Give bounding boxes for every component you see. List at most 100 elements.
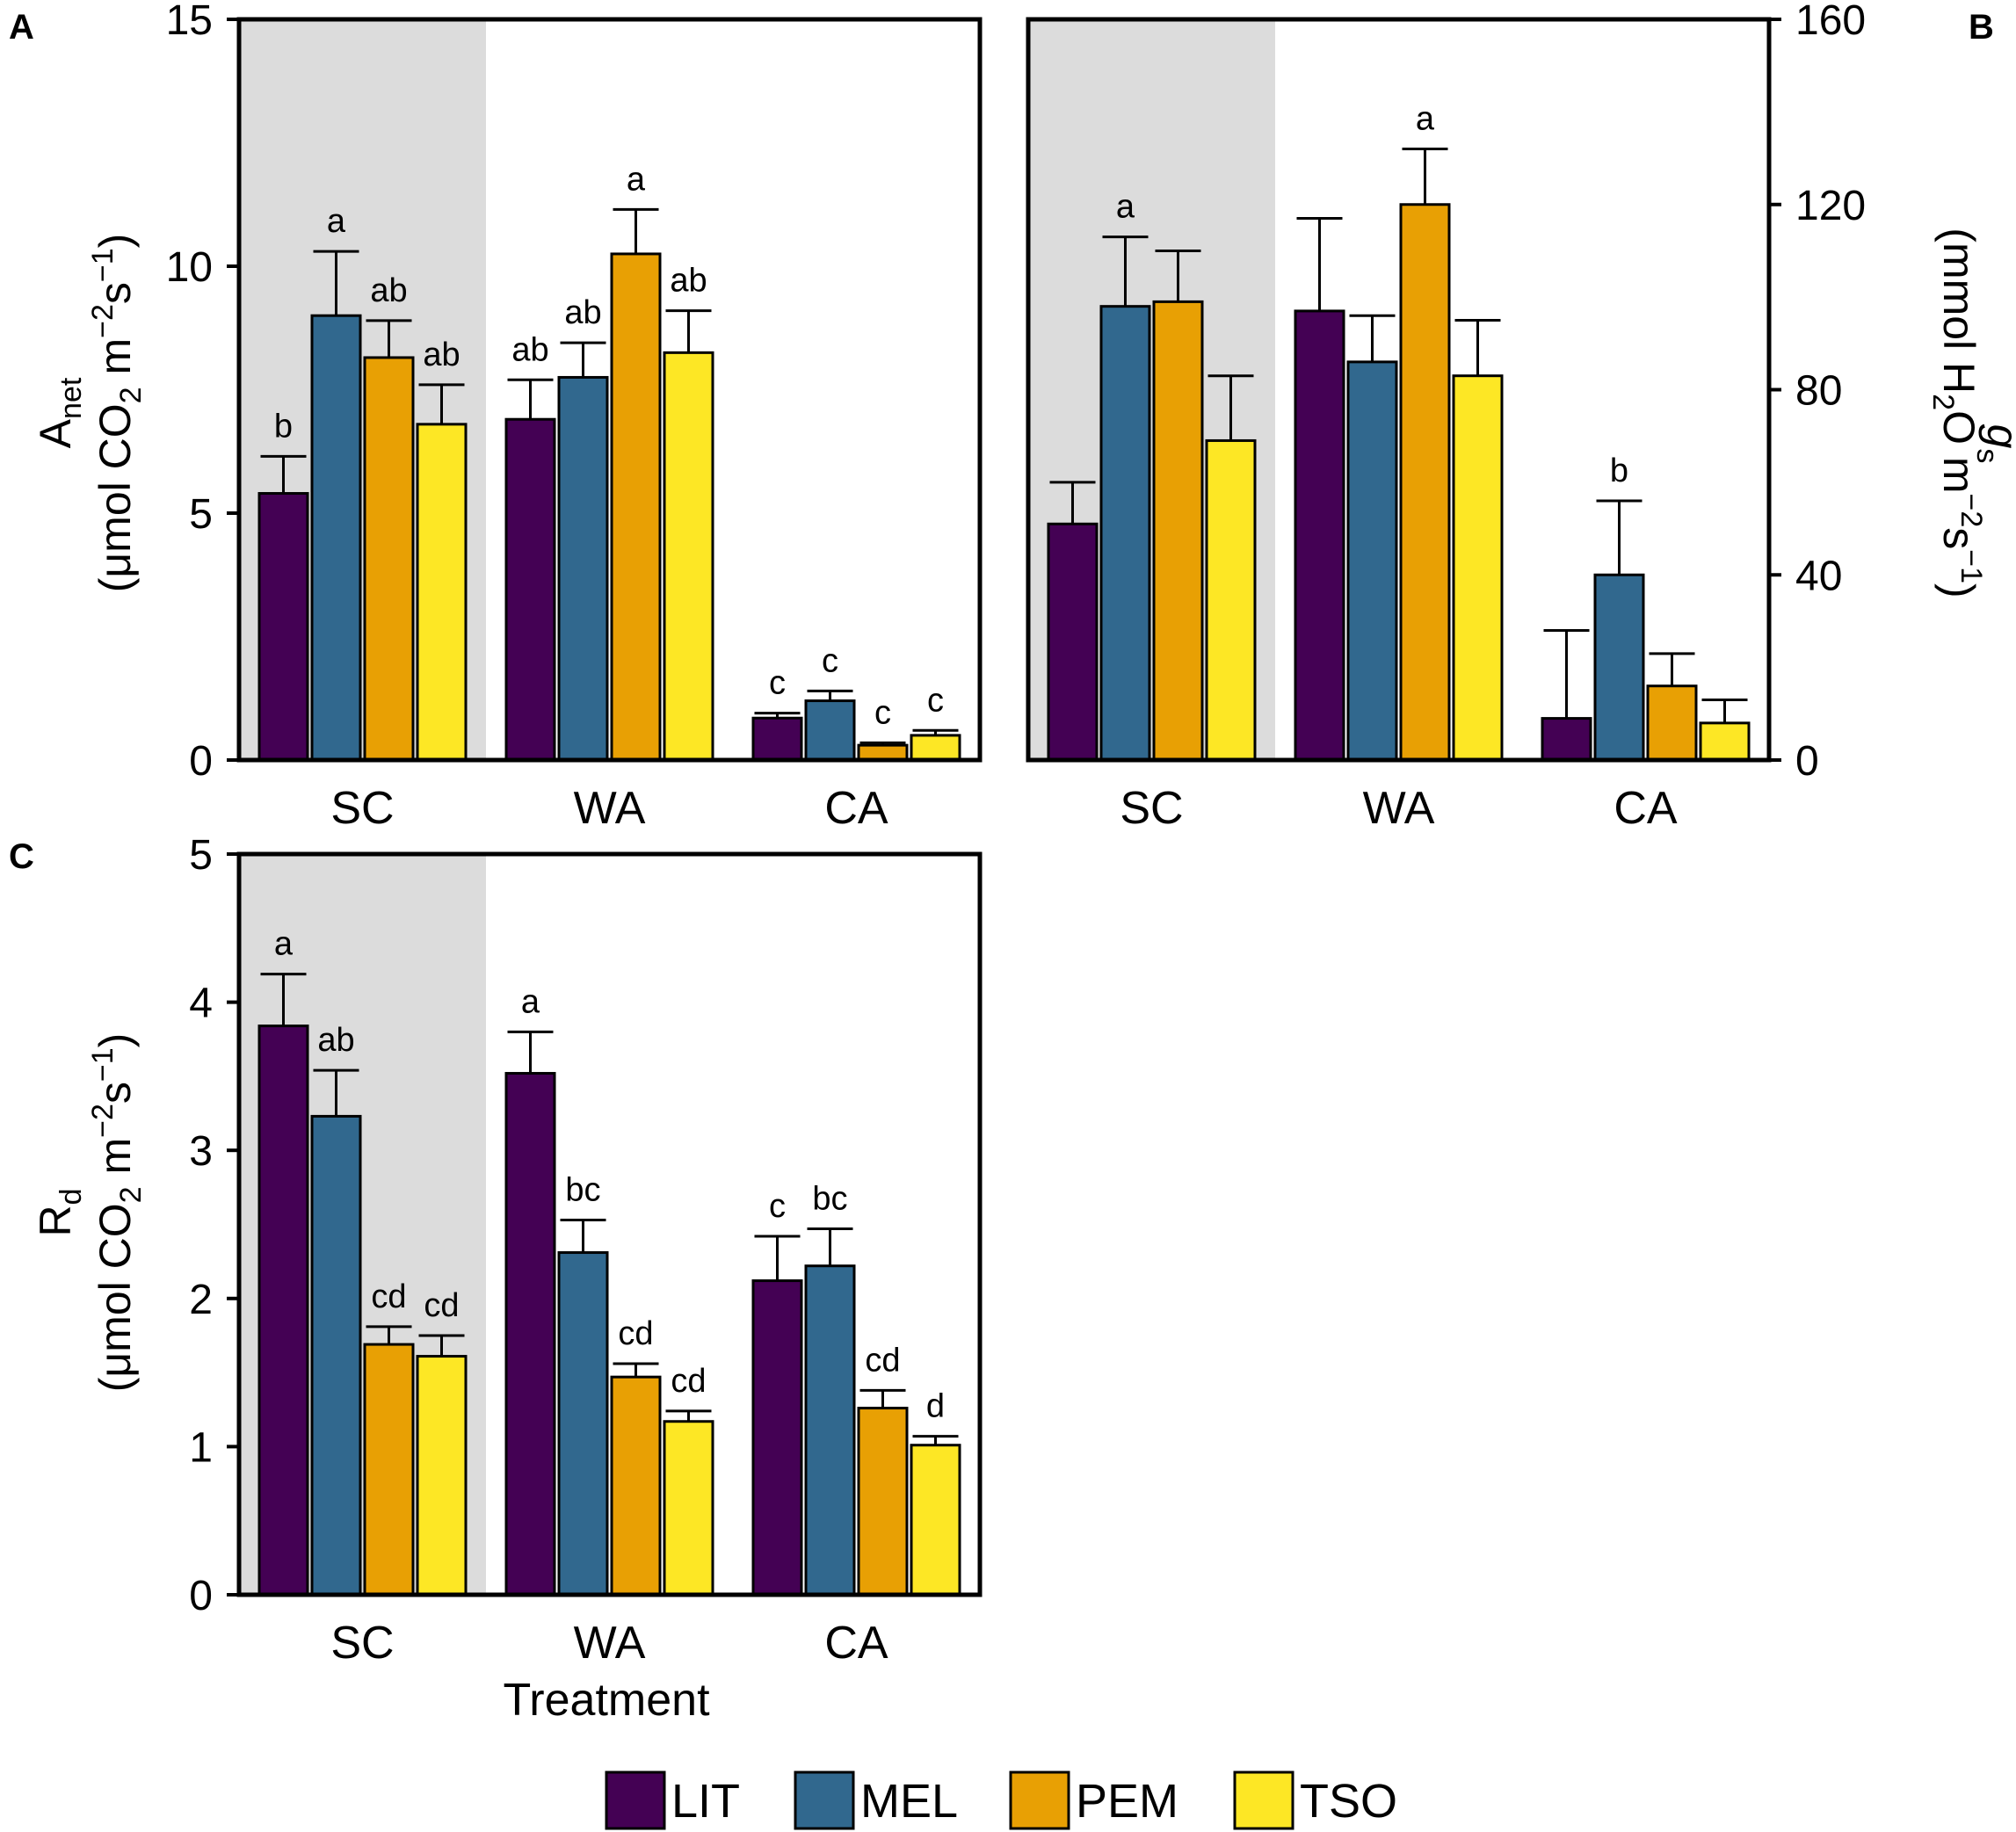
panel-a-sig-letter-sc-tso: ab — [423, 337, 460, 373]
panel-b-sig-letter-sc-mel: a — [1116, 189, 1135, 226]
panel-c-x-tick-sc: SC — [330, 1618, 394, 1669]
panel-b-bar-sc-mel — [1099, 305, 1151, 762]
panel-a-y-units: (μmol CO2 m−2s−1) — [86, 234, 148, 593]
panel-a-bar-wa-mel — [557, 375, 609, 762]
panel-b-y-tick-label: 40 — [1795, 553, 1842, 599]
panel-c-bar-wa-mel — [557, 1251, 609, 1597]
panel-b-sig-letter-ca-mel: b — [1610, 453, 1628, 489]
panel-a-sig-letter-sc-lit: b — [274, 408, 293, 445]
panel-a-errorbar-ca-mel — [807, 689, 853, 701]
panel-c-sig-letter-ca-lit: c — [769, 1188, 786, 1225]
panel-a-bar-ca-mel — [804, 699, 856, 762]
legend-swatch-tso — [1233, 1770, 1294, 1830]
panel-b-x-tick-sc: SC — [1120, 783, 1183, 834]
panel-b-y-tick-label: 80 — [1795, 368, 1842, 415]
panel-c-errorbar-wa-pem — [613, 1362, 659, 1378]
panel-c-errorbar-ca-mel — [807, 1227, 853, 1266]
panel-c-errorbar-wa-mel — [560, 1218, 606, 1253]
panel-c-sig-letter-sc-pem: cd — [371, 1278, 406, 1315]
panel-c-frame — [236, 851, 983, 1597]
panel-a-sig-letter-wa-tso: ab — [670, 263, 707, 300]
panel-c-sig-letter-sc-lit: a — [274, 926, 294, 963]
panel-b-errorbar-sc-mel — [1102, 235, 1149, 307]
panel-b-bar-wa-pem — [1399, 203, 1451, 762]
panel-c-errorbar-ca-tso — [912, 1435, 959, 1445]
panel-b-y-tick-label: 120 — [1795, 183, 1866, 229]
panel-a-sig-letter-ca-tso: c — [927, 682, 944, 719]
panel-c-bar-wa-pem — [610, 1375, 662, 1597]
panel-a-sig-letter-ca-lit: c — [769, 665, 786, 702]
panel-a-errorbar-ca-lit — [754, 712, 801, 719]
panel-c-errorbar-sc-mel — [313, 1068, 359, 1117]
panel-a-bar-ca-pem — [857, 743, 909, 762]
legend-swatch-lit — [605, 1770, 666, 1830]
panel-b-errorbar-ca-tso — [1701, 699, 1748, 723]
panel-b-bar-ca-lit — [1541, 717, 1592, 762]
panel-a-bar-ca-lit — [751, 716, 803, 762]
panel-c-y-tick-label: 3 — [189, 1128, 213, 1175]
panel-a-y-label: Anet — [31, 377, 88, 448]
panel-a-x-tick-sc: SC — [330, 783, 394, 834]
x-axis-title: Treatment — [503, 1675, 710, 1726]
panel-c-x-tick-wa: WA — [574, 1618, 646, 1669]
panel-a-bar-wa-lit — [504, 417, 556, 762]
panel-c-errorbar-sc-pem — [366, 1325, 412, 1345]
panel-c-y-tick-label: 5 — [189, 832, 213, 879]
panel-b-bar-sc-lit — [1047, 522, 1099, 762]
panel-b-bar-sc-pem — [1152, 300, 1204, 762]
panel-c-bar-sc-pem — [363, 1343, 415, 1597]
panel-b-errorbar-ca-pem — [1649, 652, 1695, 686]
panel-a-errorbar-wa-pem — [613, 207, 659, 254]
panel-a-sig-letter-sc-pem: ab — [370, 272, 407, 309]
panel-a-bar-sc-tso — [416, 423, 468, 762]
legend-swatch-pem — [1009, 1770, 1070, 1830]
panel-b-bar-wa-tso — [1452, 374, 1504, 762]
panel-c-sig-letter-ca-mel: bc — [812, 1181, 847, 1218]
panel-c-sig-letter-ca-tso: d — [926, 1388, 945, 1425]
panel-a-sig-letter-wa-lit: ab — [511, 331, 548, 368]
panel-c-errorbar-wa-tso — [665, 1409, 712, 1422]
panel-c-y-units: (μmol CO2 m−2s−1) — [86, 1033, 148, 1393]
panel-b-y-tick-label: 160 — [1795, 0, 1866, 44]
panel-b-bar-ca-pem — [1646, 684, 1698, 762]
legend-swatch-mel — [794, 1770, 855, 1830]
panel-c-x-tick-ca: CA — [824, 1618, 888, 1669]
legend-label-tso: TSO — [1300, 1775, 1397, 1828]
panel-a-errorbar-sc-tso — [418, 383, 465, 424]
panel-a-y-tick-label: 15 — [166, 0, 213, 44]
panel-c-sig-letter-wa-tso: cd — [671, 1363, 706, 1400]
panel-b-errorbar-ca-lit — [1543, 628, 1590, 719]
panel-c-bar-ca-tso — [910, 1444, 961, 1597]
panel-c-label: C — [9, 837, 34, 876]
panel-a-errorbar-wa-lit — [507, 378, 554, 420]
panel-b-errorbar-ca-mel — [1596, 499, 1643, 576]
panel-a-errorbar-sc-mel — [313, 250, 359, 316]
panel-a-bar-wa-pem — [610, 252, 662, 762]
panel-b-bar-sc-tso — [1205, 438, 1257, 762]
panel-c-bar-ca-mel — [804, 1264, 856, 1597]
panel-a-sig-letter-wa-mel: ab — [564, 294, 601, 331]
panel-a-errorbar-sc-pem — [366, 319, 412, 358]
panel-a-x-tick-ca: CA — [824, 783, 888, 834]
panel-c-y-tick-label: 2 — [189, 1277, 213, 1323]
panel-b-bar-wa-mel — [1346, 360, 1398, 762]
panel-c-errorbar-sc-tso — [418, 1334, 465, 1357]
panel-a-bar-sc-lit — [257, 492, 309, 762]
legend-label-mel: MEL — [860, 1775, 958, 1828]
panel-b-errorbar-sc-tso — [1207, 374, 1254, 441]
panel-b-bar-ca-tso — [1699, 721, 1751, 762]
panel-c-errorbar-ca-pem — [859, 1388, 906, 1408]
panel-b-x-tick-ca: CA — [1614, 783, 1678, 834]
panel-b-y-tick-label: 0 — [1795, 738, 1819, 785]
panel-c-bar-sc-lit — [257, 1025, 309, 1597]
panel-b-errorbar-wa-mel — [1349, 314, 1396, 362]
panel-b-y-label: gs — [1970, 424, 2016, 464]
panel-c-sig-letter-ca-pem: cd — [865, 1342, 900, 1379]
panel-a-sig-letter-ca-pem: c — [874, 694, 891, 731]
panel-a-bar-sc-mel — [310, 314, 362, 762]
panel-a-bar-sc-pem — [363, 356, 415, 762]
panel-b-label: B — [1969, 8, 1994, 47]
panel-b-bar-ca-mel — [1593, 573, 1645, 762]
